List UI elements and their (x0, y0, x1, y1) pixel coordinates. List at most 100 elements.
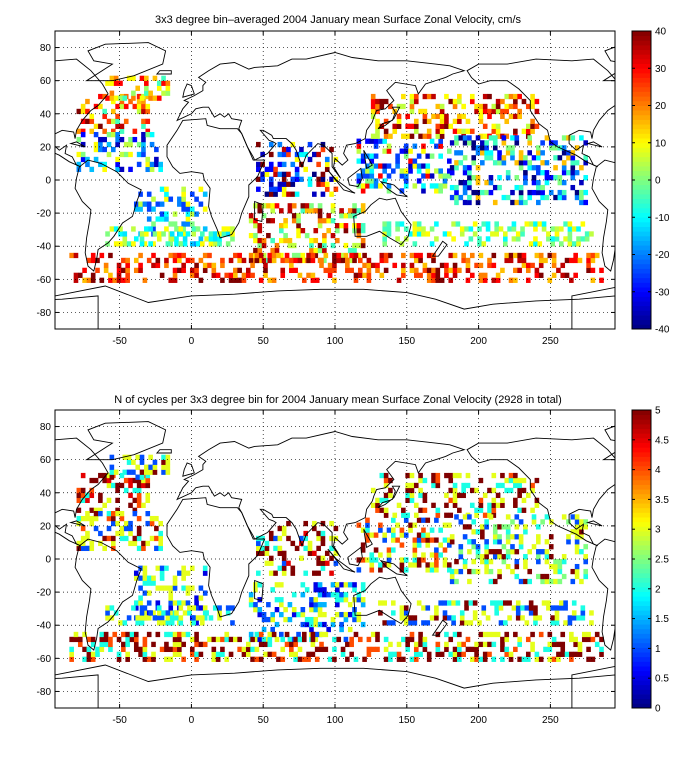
bin-cell (274, 597, 280, 603)
bin-cell (379, 257, 385, 264)
colorbar-segment (632, 138, 651, 144)
bin-cell (208, 231, 214, 237)
bin-cell (131, 605, 136, 611)
bin-cell (317, 592, 323, 598)
bin-cell (396, 651, 402, 657)
bin-cell (570, 184, 576, 191)
bin-cell (121, 267, 126, 274)
bin-cell (369, 163, 375, 169)
bin-cell (123, 477, 129, 484)
bin-cell (574, 563, 580, 570)
bin-cell (469, 93, 475, 100)
bin-cell (438, 183, 443, 189)
bin-cell (280, 257, 286, 264)
bin-cell (431, 502, 436, 508)
bin-cell (560, 646, 566, 653)
bin-cell (544, 578, 550, 585)
bin-cell (303, 520, 309, 527)
bin-cell (383, 646, 389, 653)
bin-cell (241, 277, 247, 283)
bin-cell (534, 98, 540, 105)
bin-cell (297, 257, 303, 264)
bin-cell (481, 221, 487, 227)
bin-cell (310, 641, 316, 648)
bin-cell (82, 656, 87, 662)
bin-cell (139, 236, 145, 242)
x-tick-label: 200 (470, 336, 487, 347)
bin-cell (95, 646, 100, 653)
bin-cell (138, 262, 143, 269)
coastline (55, 295, 99, 329)
bin-cell (413, 123, 419, 129)
bin-cell (165, 459, 171, 465)
bin-cell (521, 262, 527, 269)
bin-cell (408, 158, 413, 164)
bin-cell (316, 151, 321, 158)
y-tick-label: 60 (40, 455, 52, 466)
bin-cell (138, 201, 143, 207)
bin-cell (478, 108, 484, 115)
bin-cell (257, 208, 263, 214)
coastline (74, 538, 142, 651)
bin-cell (500, 646, 505, 653)
bin-cell (571, 226, 577, 232)
bin-cell (531, 514, 537, 520)
bin-cell (454, 150, 459, 156)
bin-cell (122, 620, 128, 626)
bin-cell (142, 605, 148, 611)
bin-cell (548, 145, 554, 151)
bin-cell (514, 135, 520, 141)
bin-cell (458, 554, 464, 560)
bin-cell (141, 482, 146, 489)
bin-cell (112, 631, 118, 638)
bin-cell (289, 651, 294, 657)
bin-cell (194, 605, 199, 611)
bin-cell (151, 656, 156, 662)
bin-cell (138, 595, 143, 601)
bin-cell (515, 231, 521, 237)
bin-cell (599, 646, 604, 653)
bin-cell (538, 656, 544, 662)
bin-cell (352, 247, 357, 254)
bin-cell (487, 108, 492, 115)
bin-cell (523, 199, 528, 206)
bin-cell (90, 272, 96, 278)
bin-cell (530, 123, 535, 129)
bin-cell (429, 552, 435, 558)
bin-cell (431, 272, 436, 278)
bin-cell (309, 621, 314, 628)
bin-cell (141, 545, 146, 552)
colorbar-segment (632, 72, 651, 78)
bin-cell (467, 568, 472, 575)
bin-cell (122, 241, 128, 247)
bin-cell (435, 477, 441, 484)
bin-cell (412, 231, 418, 237)
bin-cell (266, 232, 271, 239)
colorbar-tick-label: -10 (655, 213, 670, 224)
bin-cell (329, 146, 334, 153)
bin-cell (136, 141, 142, 148)
bin-cell (403, 605, 409, 611)
bin-cell (310, 277, 316, 283)
colorbar-tick-label: -20 (655, 250, 670, 261)
bin-cell (514, 140, 520, 146)
bin-cell (413, 482, 419, 489)
bin-cell (76, 128, 82, 134)
bin-cell (435, 103, 441, 110)
bin-cell (283, 607, 288, 613)
bin-cell (413, 257, 419, 264)
bin-cell (429, 615, 435, 621)
bin-cell (409, 267, 415, 274)
bin-cell (517, 641, 522, 648)
bin-cell (530, 128, 535, 134)
bin-cell (561, 559, 567, 565)
bin-cell (300, 607, 306, 613)
bin-cell (200, 620, 205, 626)
bin-cell (492, 534, 498, 540)
bin-cell (349, 636, 354, 643)
bin-cell (461, 113, 466, 120)
bin-cell (576, 236, 581, 242)
bin-cell (544, 554, 550, 560)
bin-cell (536, 180, 541, 186)
bin-cell (212, 605, 218, 611)
